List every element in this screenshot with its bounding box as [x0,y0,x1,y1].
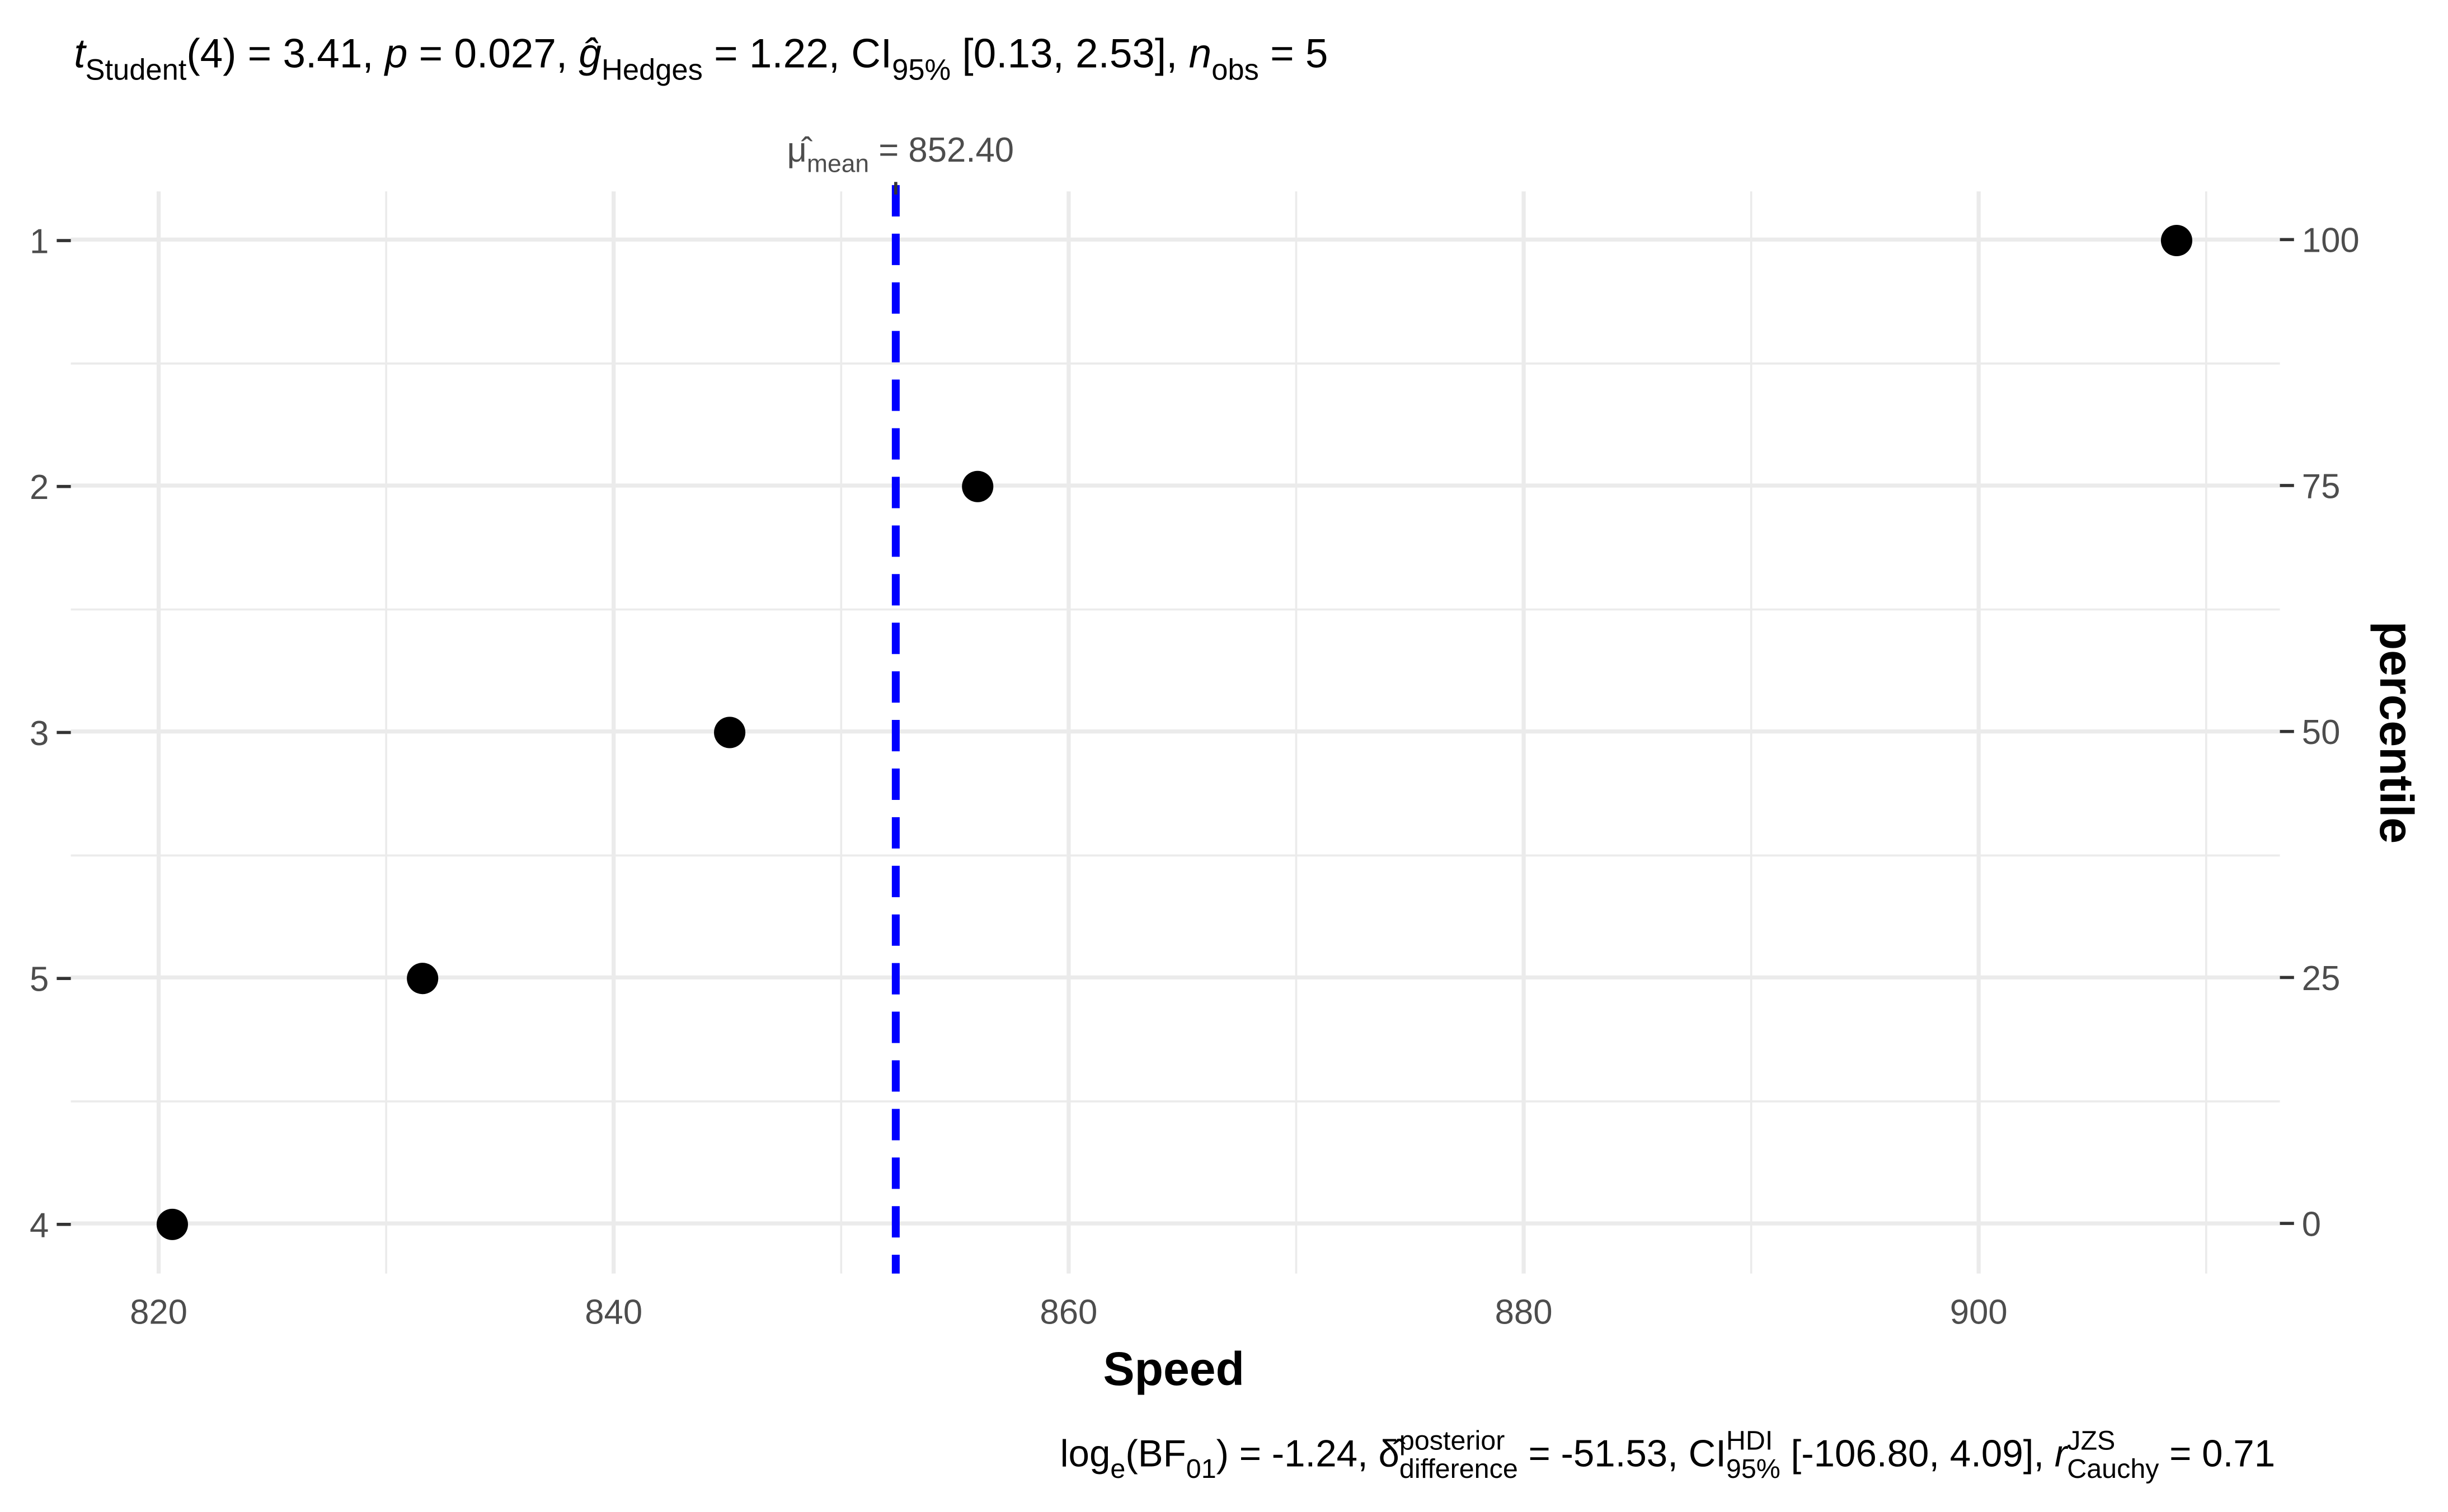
caption-part: HDI [1726,1425,1773,1456]
mean-label-part: = 852.40 [869,131,1014,169]
y-tick-label: 5 [30,960,49,999]
x-tick-label: 840 [585,1293,642,1332]
y2-tick-label: 25 [2302,959,2341,998]
point [962,470,994,502]
point [714,717,746,748]
y2-axis-title: percentile [2370,621,2423,844]
caption-part: 95% [1726,1454,1780,1484]
y-tick-label: 3 [30,714,49,753]
title: t Student (4) = 3.41, p = 0.027, ĝ Hedges =… [74,31,1328,87]
title-part: Hedges [602,53,703,86]
caption-part: difference [1399,1454,1518,1484]
title-part: n [1189,31,1212,77]
title-part: ĝ [579,31,602,77]
title-part: obs [1211,53,1259,86]
caption-part: log [1060,1433,1111,1475]
y-tick-label: 4 [30,1206,49,1245]
x-tick-label: 900 [1950,1293,2008,1332]
y2-tick-label: 100 [2302,222,2360,260]
caption-part: JZS [2067,1425,2115,1456]
title-part: t [74,31,87,77]
title-part: = 1.22, CI [703,31,892,77]
caption-part: [-106.80, 4.09], [1780,1433,2055,1475]
caption-part: ) = -1.24, [1216,1433,1379,1475]
point [407,963,439,995]
point [156,1208,188,1240]
title-part: = 5 [1259,31,1328,77]
caption-part: r [2055,1433,2069,1475]
caption: log e (BF 01) = -1.24, δ̂ posteriordifferenc… [1060,1425,2276,1483]
caption-part: 01 [1186,1454,1216,1484]
x-tick-label: 880 [1495,1293,1553,1332]
mean-label: μ̂ mean = 852.40 [787,131,1014,178]
caption-part: = 0.71 [2159,1433,2276,1475]
y2-tick-label: 50 [2302,713,2341,752]
caption-part: Cauchy [2067,1454,2159,1484]
caption-part: = -51.53, CI [1518,1433,1726,1475]
caption-part: e [1110,1454,1125,1484]
caption-part: posterior [1399,1425,1505,1456]
y-tick-label: 2 [30,468,49,507]
y-tick-label: 1 [30,222,49,261]
y2-tick-label: 75 [2302,467,2341,506]
title-part: (4) = 3.41, [186,31,385,77]
point [2160,224,2193,257]
y2-tick-label: 0 [2302,1205,2321,1244]
title-part: [0.13, 2.53], [951,31,1188,77]
title-part: p [384,31,408,77]
title-part: = 0.027, [407,31,579,77]
x-axis-title: Speed [1103,1343,1244,1395]
caption-part: (BF [1125,1433,1186,1475]
title-part: 95% [892,53,951,86]
title-part: Student [85,53,186,86]
x-tick-label: 820 [130,1293,187,1332]
x-tick-label: 860 [1040,1293,1097,1332]
mean-label-part: mean [807,150,869,177]
